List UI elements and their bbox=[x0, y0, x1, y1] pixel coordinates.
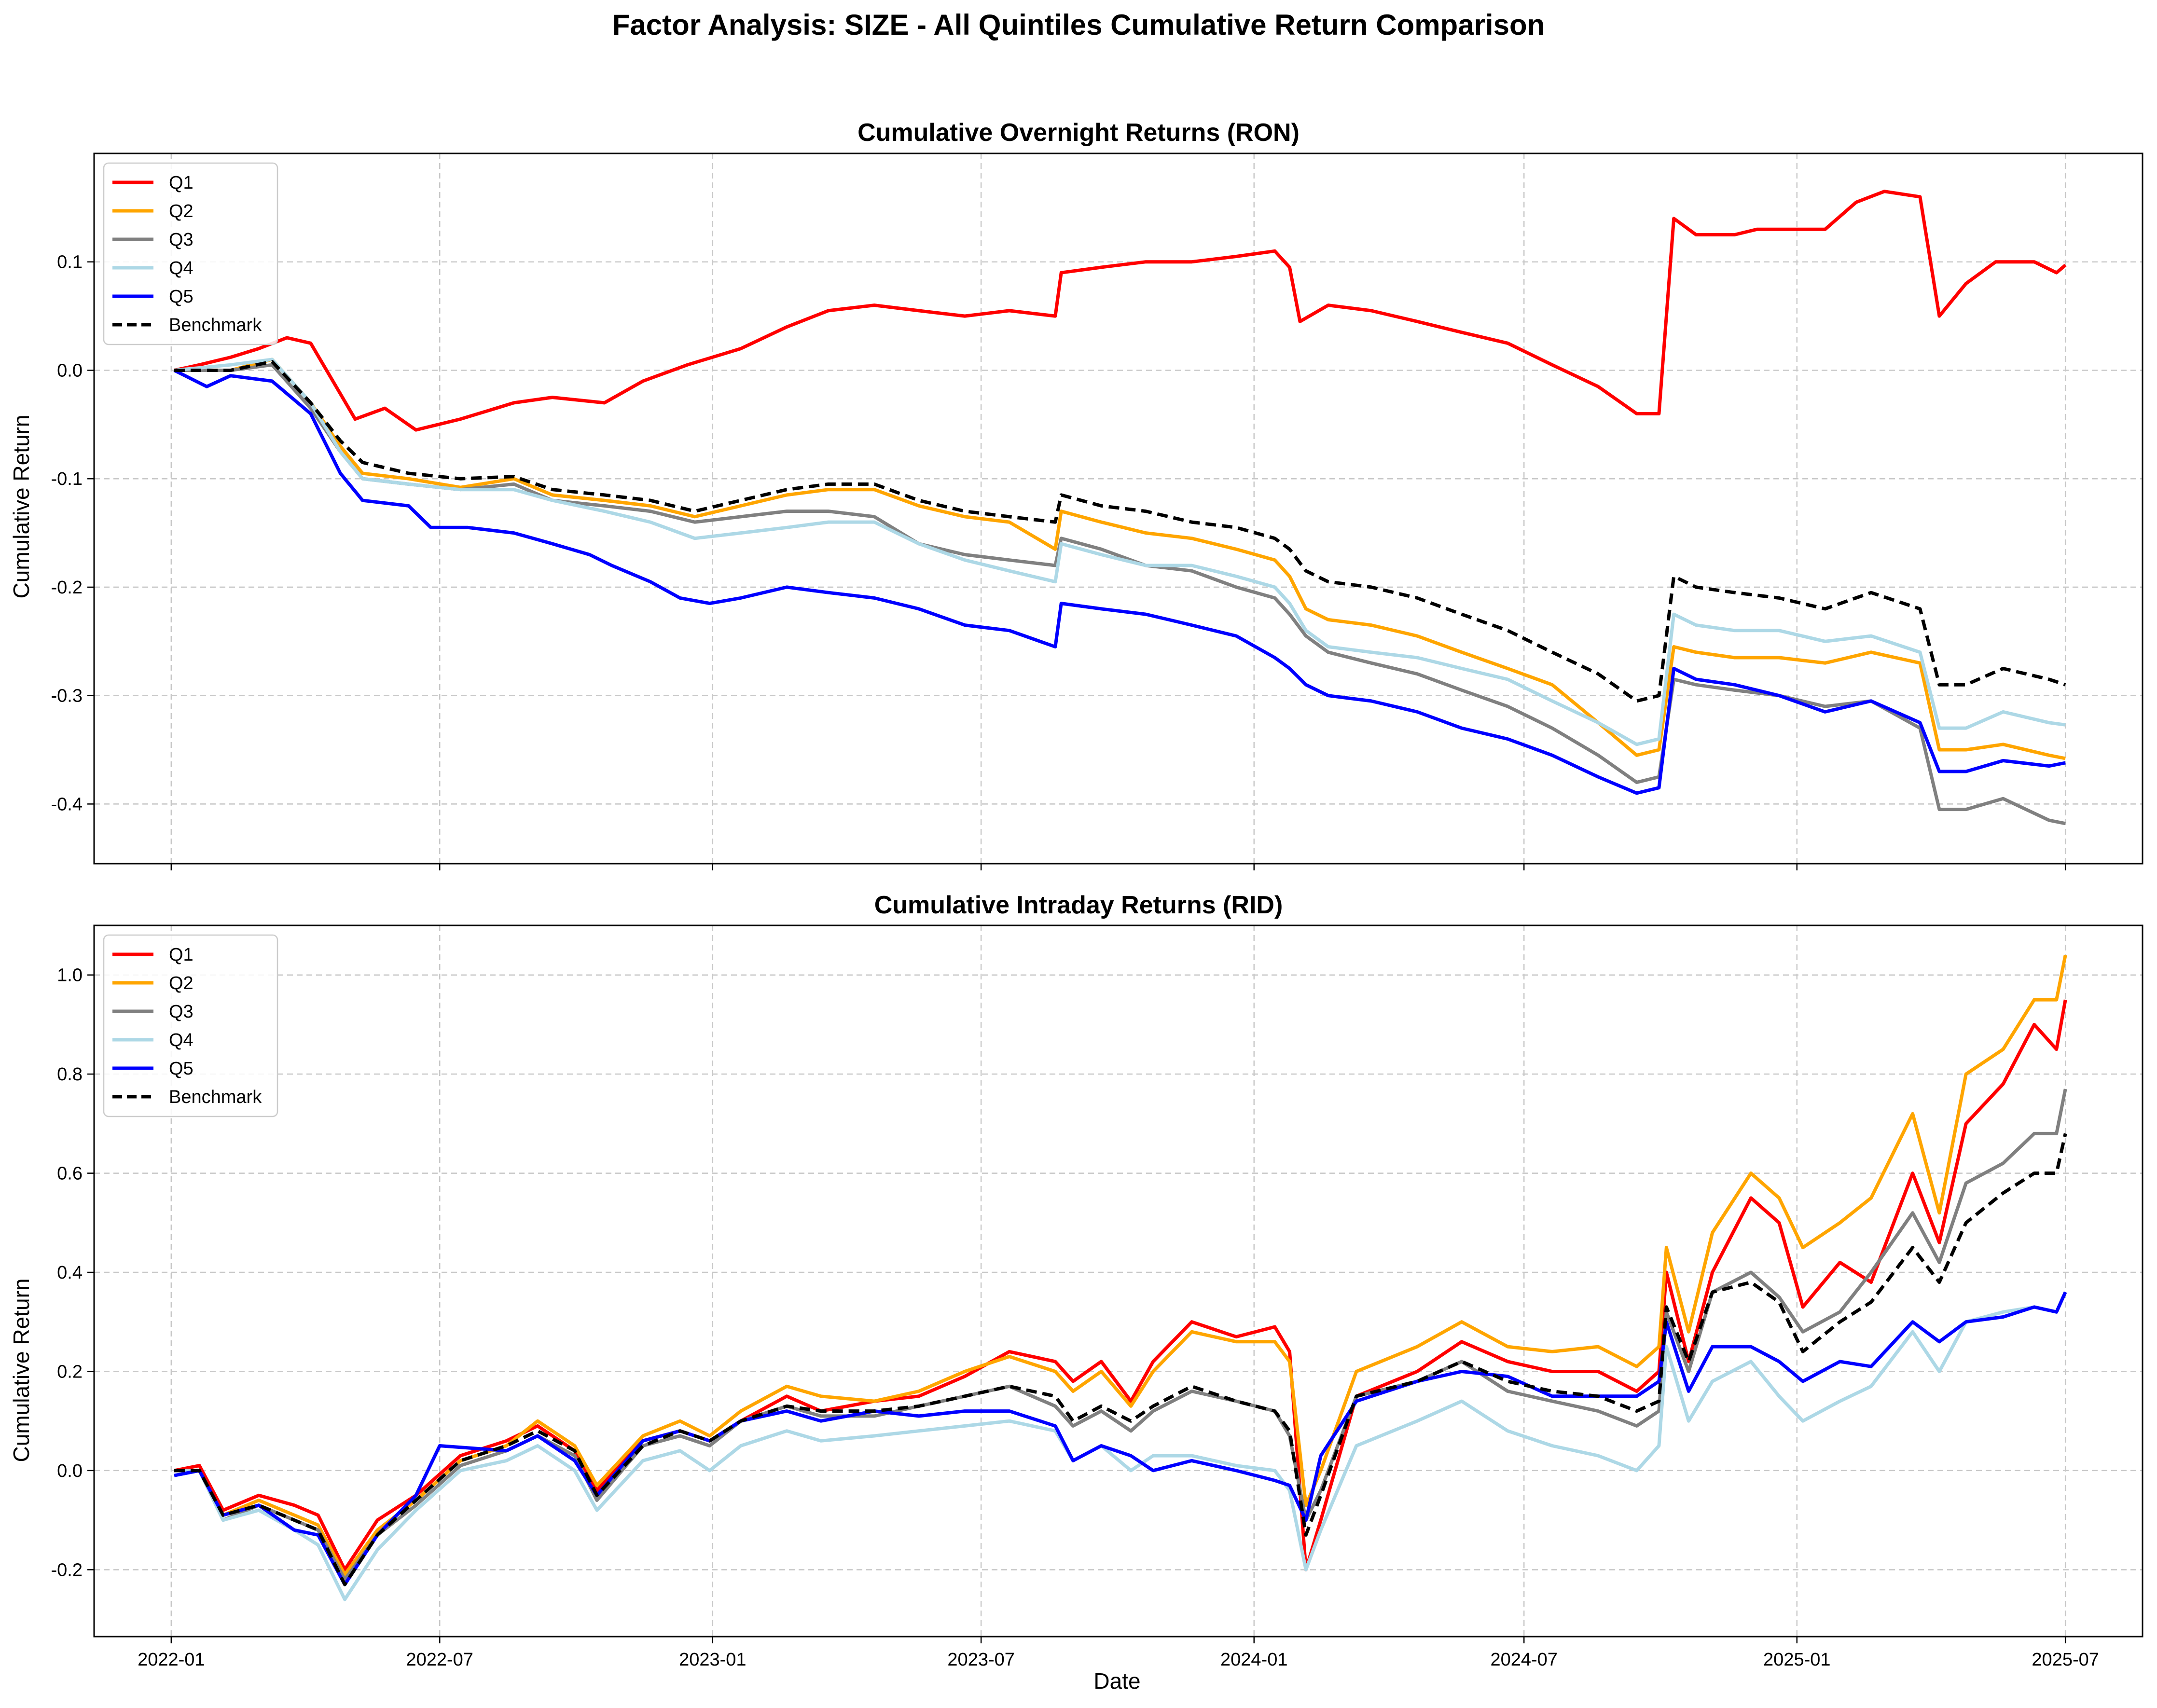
legend: Q1 Q2 Q3 Q4 Q5 Benchmark bbox=[103, 934, 278, 1117]
legend-frame bbox=[103, 934, 278, 1117]
x-tick-label: 2024-01 bbox=[1220, 1650, 1287, 1670]
series-line-q5 bbox=[173, 369, 2066, 795]
legend-label-q5: Q5 bbox=[169, 287, 194, 307]
x-tick-label: 2023-07 bbox=[947, 1650, 1014, 1670]
y-tick-label: 0.2 bbox=[57, 1362, 83, 1382]
series-line-q5 bbox=[174, 1291, 2067, 1586]
y-tick-label: 0.6 bbox=[57, 1164, 83, 1184]
x-tick-label: 2025-01 bbox=[1763, 1650, 1830, 1670]
y-tick-label: -0.4 bbox=[51, 794, 83, 814]
y-tick-label: 0.8 bbox=[57, 1064, 83, 1085]
y-axis-label-intraday: Cumulative Return bbox=[9, 1279, 34, 1462]
series-line-q1 bbox=[174, 190, 2067, 432]
y-tick-label: 0.1 bbox=[57, 252, 83, 273]
plot-frame bbox=[93, 924, 2143, 1638]
legend-label-q1: Q1 bbox=[169, 945, 194, 965]
x-tick-label: 2025-07 bbox=[2032, 1650, 2099, 1670]
series-line-q2 bbox=[174, 358, 2066, 760]
legend-label-q2: Q2 bbox=[169, 201, 194, 221]
y-tick-label: -0.1 bbox=[51, 469, 83, 489]
y-tick-label: 0.0 bbox=[57, 360, 83, 381]
legend-frame bbox=[103, 162, 278, 345]
series-line-benchmark bbox=[174, 1133, 2067, 1586]
x-tick-label: 2022-01 bbox=[138, 1650, 205, 1670]
legend-label-q5: Q5 bbox=[169, 1059, 194, 1079]
plot-frame bbox=[93, 152, 2143, 865]
legend-label-benchmark: Benchmark bbox=[169, 315, 262, 335]
series-line-benchmark bbox=[174, 360, 2066, 703]
legend-label-q1: Q1 bbox=[169, 173, 194, 193]
series-group bbox=[174, 954, 2067, 1601]
plot-area: 0.1 0.0 -0.1 -0.2 -0.3 -0.4 Q1 Q2 Q3 Q4 Q5 Benchmar… bbox=[51, 152, 2143, 870]
panel-title-overnight: Cumulative Overnight Returns (RON) bbox=[857, 119, 1300, 147]
y-tick-label: -0.3 bbox=[51, 686, 83, 706]
series-group bbox=[173, 190, 2067, 826]
panel-title-intraday: Cumulative Intraday Returns (RID) bbox=[874, 891, 1283, 919]
plot-background bbox=[94, 925, 2143, 1637]
legend-label-q3: Q3 bbox=[169, 1002, 194, 1022]
x-tick-label: 2024-07 bbox=[1490, 1650, 1557, 1670]
legend-label-q4: Q4 bbox=[169, 258, 194, 278]
y-tick-label: -0.2 bbox=[51, 1560, 83, 1580]
y-tick-label: 1.0 bbox=[57, 965, 83, 986]
x-axis-label-date: Date bbox=[1093, 1668, 1140, 1694]
series-line-q3 bbox=[174, 1088, 2067, 1582]
figure-title: Factor Analysis: SIZE - All Quintiles Cu… bbox=[612, 9, 1545, 41]
legend: Q1 Q2 Q3 Q4 Q5 Benchmark bbox=[103, 162, 278, 345]
legend-label-q3: Q3 bbox=[169, 230, 194, 250]
y-axis-label-overnight: Cumulative Return bbox=[9, 415, 34, 599]
x-tick-label: 2023-01 bbox=[679, 1650, 746, 1670]
legend-label-q4: Q4 bbox=[169, 1030, 194, 1050]
y-tick-label: 0.4 bbox=[57, 1263, 83, 1283]
legend-label-benchmark: Benchmark bbox=[169, 1087, 262, 1107]
overnight-returns-panel: Cumulative Overnight Returns (RON) Cumul… bbox=[9, 119, 2143, 870]
series-line-q4 bbox=[174, 358, 2066, 746]
legend-label-q2: Q2 bbox=[169, 973, 194, 993]
plot-area: 2022-01 2022-07 2023-01 2023-07 2024-01 2024-… bbox=[51, 924, 2143, 1670]
y-tick-label: 0.0 bbox=[57, 1461, 83, 1481]
y-tick-label: -0.2 bbox=[51, 578, 83, 598]
x-tick-label: 2022-07 bbox=[406, 1650, 473, 1670]
series-line-q4 bbox=[174, 1291, 2067, 1601]
intraday-returns-panel: Cumulative Intraday Returns (RID) Cumula… bbox=[9, 891, 2143, 1694]
